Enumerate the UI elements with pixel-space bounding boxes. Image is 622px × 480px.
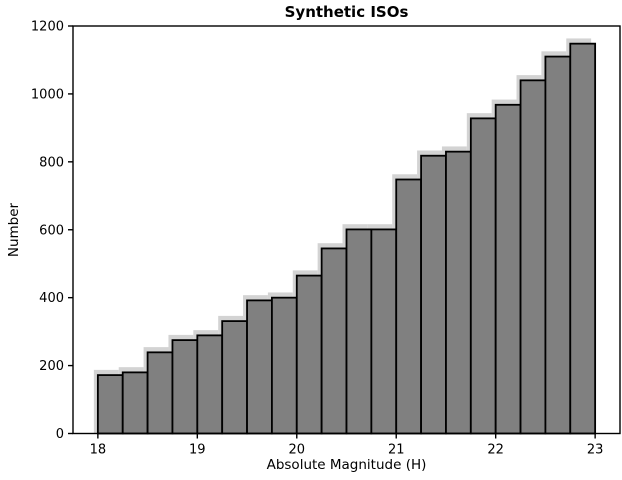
main-histogram-bar (246, 299, 273, 435)
main-histogram-bar (320, 247, 348, 435)
main-histogram-bar (395, 178, 422, 435)
y-axis-label: Number (6, 202, 22, 258)
y-tick-label: 800 (39, 155, 64, 170)
main-histogram-bar (420, 154, 447, 435)
x-tick-label: 20 (288, 443, 305, 458)
main-histogram-bar (171, 339, 199, 435)
main-histogram-bar (196, 334, 224, 435)
x-axis-label: Absolute Magnitude (H) (266, 457, 427, 473)
main-histogram-bar (221, 320, 248, 435)
x-tick-label: 18 (90, 443, 107, 458)
x-tick-label: 22 (487, 443, 504, 458)
y-tick-label: 600 (39, 223, 64, 238)
y-tick-label: 1200 (31, 20, 64, 35)
x-tick-label: 21 (388, 443, 405, 458)
x-tick-label: 23 (587, 443, 604, 458)
y-tick-label: 0 (56, 427, 64, 442)
main-histogram-bar (121, 371, 149, 435)
main-histogram-bar (96, 374, 124, 435)
x-tick-label: 19 (189, 443, 206, 458)
main-histogram-bar (146, 351, 174, 435)
main-histogram-bar (569, 42, 597, 435)
main-histogram-bar (544, 55, 572, 435)
main-histogram-bar (370, 228, 398, 435)
main-histogram-bar (445, 150, 472, 435)
main-histogram-bar (295, 274, 323, 435)
main-histogram-bar (494, 103, 522, 435)
main-histogram-bar (519, 79, 547, 435)
main-histogram-bar (469, 117, 497, 435)
main-histogram-bar (345, 228, 373, 435)
main-histogram-bar (271, 296, 298, 435)
y-tick-label: 400 (39, 291, 64, 306)
y-tick-label: 1000 (31, 87, 64, 102)
chart-title: Synthetic ISOs (284, 3, 409, 21)
y-tick-label: 200 (39, 359, 64, 374)
